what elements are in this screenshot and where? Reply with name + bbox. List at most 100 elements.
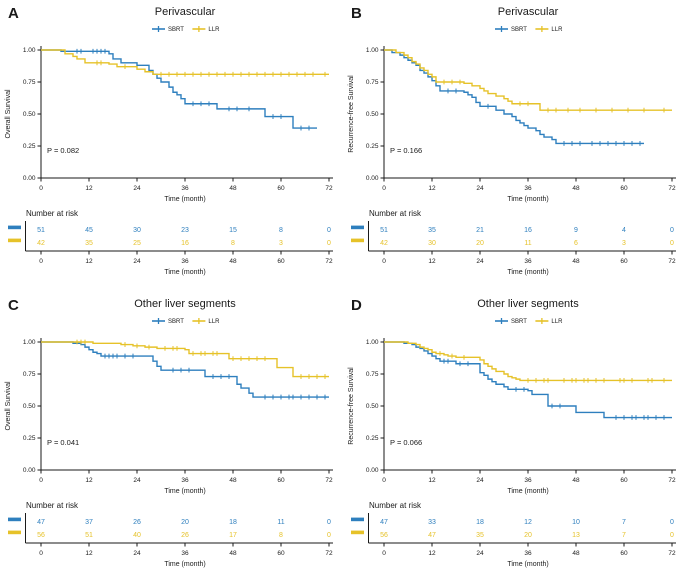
- x-tick-label: 48: [229, 185, 237, 192]
- y-axis-title: Overall Survival: [5, 381, 12, 430]
- risk-value-sbrt: 37: [85, 519, 93, 526]
- y-axis-title: Overall Survival: [5, 89, 12, 138]
- risk-value-sbrt: 21: [476, 227, 484, 234]
- y-tick-label: 0.75: [23, 79, 36, 86]
- legend: SBRT LLR: [152, 318, 220, 325]
- panel-D: D Other liver segments SBRT LLR 1.00 0.75 0.50…: [343, 292, 685, 583]
- panel-A-chart: A Perivascular SBRT LLR 1.00 0.75 0.50 0.25 0.00…: [5, 5, 333, 276]
- risk-value-llr: 3: [622, 240, 626, 247]
- x-tick-label: 60: [620, 477, 628, 484]
- risk-x-tick-label: 48: [229, 550, 237, 557]
- risk-value-llr: 42: [37, 240, 45, 247]
- risk-table-header: Number at risk: [369, 501, 422, 510]
- legend-label-llr: LLR: [551, 27, 563, 33]
- risk-value-sbrt: 8: [279, 227, 283, 234]
- y-tick-label: 0.50: [366, 403, 379, 410]
- risk-x-tick-label: 60: [620, 550, 628, 557]
- panel-letter: A: [8, 5, 19, 22]
- risk-x-tick-label: 0: [39, 550, 43, 557]
- risk-value-llr: 56: [37, 532, 45, 539]
- legend: SBRT LLR: [495, 26, 563, 33]
- risk-table-header: Number at risk: [26, 501, 79, 510]
- risk-x-axis-title: Time (month): [507, 561, 548, 568]
- legend-label-sbrt: SBRT: [511, 27, 527, 33]
- risk-value-llr: 35: [476, 532, 484, 539]
- y-tick-label: 0.50: [23, 111, 36, 118]
- x-tick-label: 48: [572, 477, 580, 484]
- y-tick-label: 0.25: [366, 143, 379, 150]
- risk-x-tick-label: 12: [85, 550, 93, 557]
- y-axis-title: Recurrence-free Survival: [348, 75, 355, 153]
- risk-value-sbrt: 16: [524, 227, 532, 234]
- x-tick-label: 72: [325, 477, 333, 484]
- y-tick-label: 0.00: [366, 175, 379, 182]
- x-tick-label: 72: [325, 185, 333, 192]
- risk-x-tick-label: 72: [668, 550, 676, 557]
- panel-letter: D: [351, 297, 362, 314]
- risk-row-marker-llr-icon: [8, 530, 21, 535]
- legend: SBRT LLR: [495, 318, 563, 325]
- x-tick-label: 0: [382, 185, 386, 192]
- km-curve-llr: [41, 49, 329, 76]
- risk-value-llr: 20: [476, 240, 484, 247]
- y-tick-label: 0.75: [366, 371, 379, 378]
- legend-label-sbrt: SBRT: [168, 319, 184, 325]
- risk-value-llr: 17: [229, 532, 237, 539]
- risk-value-sbrt: 51: [380, 227, 388, 234]
- legend-label-sbrt: SBRT: [511, 319, 527, 325]
- pvalue-label: P = 0.041: [47, 438, 79, 447]
- risk-value-sbrt: 0: [670, 227, 674, 234]
- panel-B: B Perivascular SBRT LLR 1.00 0.75 0.50 0.25 0.00…: [343, 0, 685, 291]
- y-tick-label: 0.75: [366, 79, 379, 86]
- panel-letter: C: [8, 297, 19, 314]
- x-tick-label: 36: [524, 185, 532, 192]
- risk-x-tick-label: 24: [133, 550, 141, 557]
- risk-x-axis-title: Time (month): [164, 269, 205, 276]
- risk-x-tick-label: 24: [476, 258, 484, 265]
- risk-row-marker-sbrt-icon: [351, 225, 364, 230]
- x-tick-label: 24: [133, 185, 141, 192]
- risk-table-header: Number at risk: [26, 209, 79, 218]
- legend: SBRT LLR: [152, 26, 220, 33]
- legend-label-llr: LLR: [551, 319, 563, 325]
- legend-label-llr: LLR: [208, 319, 220, 325]
- risk-value-sbrt: 30: [133, 227, 141, 234]
- risk-value-llr: 0: [670, 240, 674, 247]
- km-curve-llr: [41, 341, 329, 378]
- risk-value-llr: 26: [181, 532, 189, 539]
- x-tick-label: 24: [133, 477, 141, 484]
- x-tick-label: 12: [85, 477, 93, 484]
- risk-value-llr: 25: [133, 240, 141, 247]
- risk-x-tick-label: 60: [620, 258, 628, 265]
- risk-value-llr: 0: [327, 532, 331, 539]
- risk-value-sbrt: 15: [229, 227, 237, 234]
- y-tick-label: 0.00: [366, 467, 379, 474]
- risk-value-llr: 0: [670, 532, 674, 539]
- pvalue-label: P = 0.066: [390, 438, 422, 447]
- risk-x-tick-label: 24: [133, 258, 141, 265]
- y-tick-label: 0.50: [23, 403, 36, 410]
- y-tick-label: 0.25: [23, 435, 36, 442]
- panel-title: Perivascular: [155, 6, 216, 18]
- risk-value-sbrt: 9: [574, 227, 578, 234]
- risk-x-axis-title: Time (month): [164, 561, 205, 568]
- x-tick-label: 72: [668, 185, 676, 192]
- risk-value-llr: 42: [380, 240, 388, 247]
- y-tick-label: 0.75: [23, 371, 36, 378]
- risk-x-tick-label: 36: [181, 258, 189, 265]
- risk-value-sbrt: 11: [277, 519, 284, 526]
- risk-value-sbrt: 20: [181, 519, 189, 526]
- y-tick-label: 1.00: [366, 47, 379, 54]
- km-curve-sbrt: [41, 341, 329, 398]
- risk-x-tick-label: 24: [476, 550, 484, 557]
- risk-row-marker-llr-icon: [351, 530, 364, 535]
- km-curve-llr: [384, 341, 672, 382]
- risk-row-marker-llr-icon: [8, 238, 21, 243]
- panel-C-chart: C Other liver segments SBRT LLR 1.00 0.75 0.50…: [5, 297, 333, 568]
- x-tick-label: 60: [277, 477, 285, 484]
- risk-value-sbrt: 47: [380, 519, 388, 526]
- pvalue-label: P = 0.082: [47, 146, 79, 155]
- risk-x-tick-label: 36: [181, 550, 189, 557]
- panel-title: Perivascular: [498, 6, 559, 18]
- y-tick-label: 1.00: [23, 47, 36, 54]
